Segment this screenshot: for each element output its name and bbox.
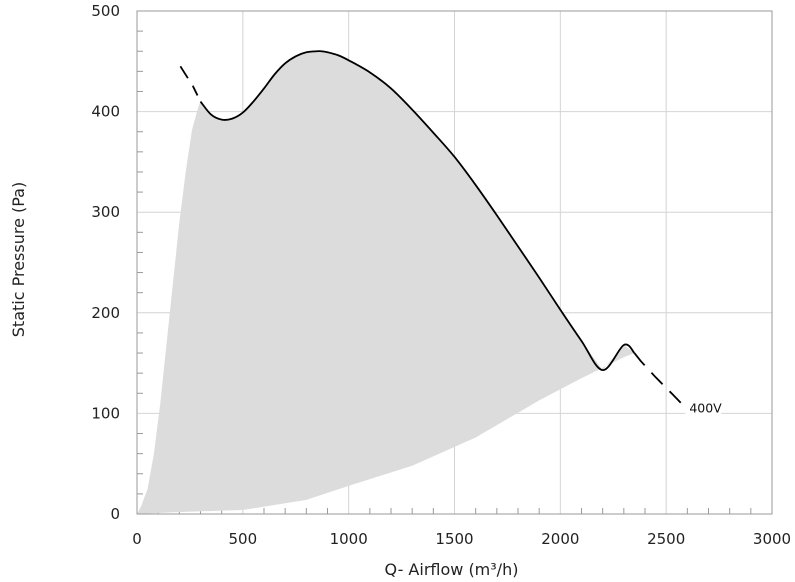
- x-tick-label: 1500: [435, 530, 473, 548]
- y-tick-label: 0: [110, 505, 120, 523]
- series-400v: [179, 50, 686, 408]
- x-tick-labels: 0 500 1000 1500 2000 2500 3000: [132, 530, 791, 548]
- x-axis-title: Q- Airflow (m³/h): [385, 560, 519, 579]
- y-tick-labels: 0 100 200 300 400 500: [91, 2, 120, 523]
- x-tick-label: 3000: [753, 530, 791, 548]
- x-tick-label: 500: [229, 530, 258, 548]
- x-tick-label: 1000: [330, 530, 368, 548]
- series-label-400v: 400V: [689, 400, 722, 415]
- fan-curve-dashed-left-link: [192, 86, 202, 102]
- x-tick-label: 2500: [647, 530, 685, 548]
- fan-curve-solid: [199, 50, 636, 372]
- y-tick-label: 500: [91, 2, 120, 20]
- minor-ticks: [137, 30, 752, 514]
- y-tick-label: 100: [91, 404, 120, 422]
- y-tick-label: 300: [91, 203, 120, 221]
- y-tick-label: 400: [91, 103, 120, 121]
- fan-curve-dashed-right: [633, 352, 686, 408]
- fan-curve-dashed-left: [179, 65, 194, 87]
- y-axis-title: Static Pressure (Pa): [9, 182, 28, 337]
- x-tick-label: 2000: [541, 530, 579, 548]
- plot-frame: [136, 10, 773, 515]
- operating-area: [137, 51, 635, 515]
- y-tick-label: 200: [91, 304, 120, 322]
- x-tick-label: 0: [132, 530, 142, 548]
- series-label-background: [685, 398, 722, 417]
